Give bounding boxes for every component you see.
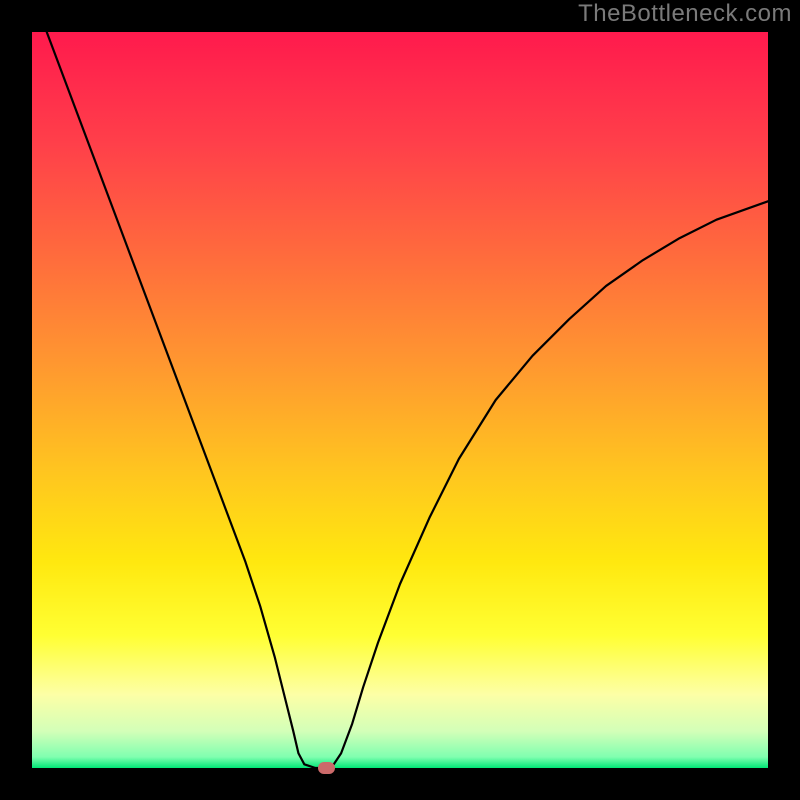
watermark-text: TheBottleneck.com [578, 0, 792, 28]
bottleneck-plot [32, 32, 768, 768]
plot-background [32, 32, 768, 768]
optimal-point-marker [318, 762, 336, 773]
chart-frame: TheBottleneck.com [0, 0, 800, 800]
